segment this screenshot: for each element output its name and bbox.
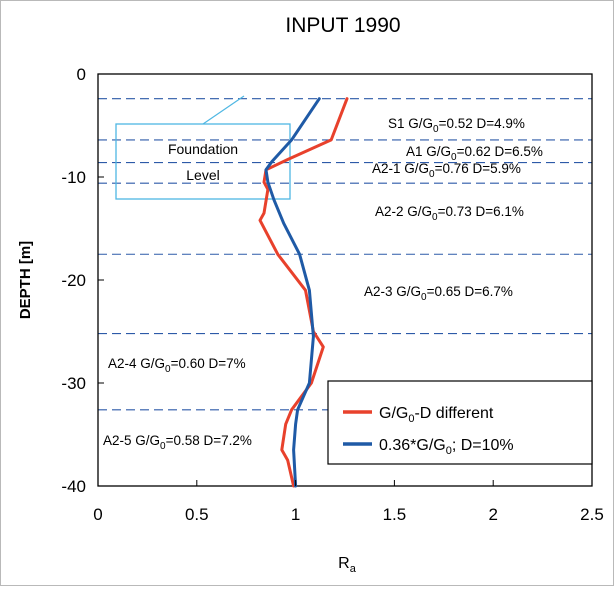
layer-label-rest: =0.65 D=6.7% bbox=[427, 284, 513, 299]
y-tick-label: -10 bbox=[61, 168, 86, 187]
legend-label: G/G0-D different bbox=[379, 405, 494, 425]
layer-label-rest: =0.76 D=5.9% bbox=[435, 161, 521, 176]
legend-label-rest: -D different bbox=[414, 405, 493, 422]
layer-label-rest: =0.58 D=7.2% bbox=[166, 433, 252, 448]
chart-title: INPUT 1990 bbox=[285, 14, 400, 37]
foundation-label-line2: Level bbox=[186, 167, 219, 183]
x-axis-label-main: R bbox=[338, 555, 350, 572]
x-axis-label-sub: a bbox=[350, 563, 357, 575]
legend-label-sub: 0 bbox=[408, 413, 414, 425]
layer-label: A2-5 G/G0=0.58 D=7.2% bbox=[103, 433, 252, 452]
legend-label-main: 0.36*G/G bbox=[379, 437, 446, 454]
layer-label-rest: =0.73 D=6.1% bbox=[438, 204, 524, 219]
x-tick-label: 2 bbox=[488, 505, 497, 524]
layer-label: A2-3 G/G0=0.65 D=6.7% bbox=[364, 284, 513, 303]
x-axis-label: Ra bbox=[338, 555, 357, 575]
layer-label: A2-4 G/G0=0.60 D=7% bbox=[108, 356, 246, 375]
y-tick-label: -30 bbox=[61, 374, 86, 393]
layer-label: A2-2 G/G0=0.73 D=6.1% bbox=[375, 204, 524, 223]
layer-label-main: A1 G/G bbox=[406, 144, 451, 159]
x-tick-label: 2.5 bbox=[580, 505, 604, 524]
y-axis-label-group: DEPTH [m] bbox=[17, 241, 34, 319]
series-line-0 bbox=[258, 97, 349, 488]
legend-box bbox=[327, 380, 593, 465]
layer-label-main: A2-4 G/G bbox=[108, 356, 165, 371]
layer-label-sub: 0 bbox=[429, 169, 435, 180]
y-axis-label: DEPTH [m] bbox=[17, 241, 34, 319]
x-tick-label: 0.5 bbox=[185, 505, 209, 524]
x-tick-label: 1 bbox=[291, 505, 300, 524]
series-lines bbox=[258, 97, 349, 488]
layer-label-main: S1 G/G bbox=[388, 116, 433, 131]
layer-label-main: A2-5 G/G bbox=[103, 433, 160, 448]
foundation-annotation: Foundation Level bbox=[115, 95, 291, 200]
foundation-label-line1: Foundation bbox=[168, 141, 238, 157]
layer-label-sub: 0 bbox=[432, 212, 438, 223]
foundation-leader-line bbox=[202, 95, 245, 125]
layer-label-rest: =0.60 D=7% bbox=[171, 356, 246, 371]
layer-label-sub: 0 bbox=[421, 292, 427, 303]
layer-label-main: A2-3 G/G bbox=[364, 284, 421, 299]
x-tick-label: 0 bbox=[93, 505, 102, 524]
x-tick-label: 1.5 bbox=[383, 505, 407, 524]
series-line-1 bbox=[264, 97, 321, 488]
axes: 0 0.5 1 1.5 2 2.5 0 -10 -20 -30 -40 bbox=[61, 65, 603, 524]
legend-label-rest: ; D=10% bbox=[452, 437, 514, 454]
layer-label-sub: 0 bbox=[451, 152, 457, 163]
layer-label-rest: =0.52 D=4.9% bbox=[439, 116, 525, 131]
y-tick-label: -20 bbox=[61, 271, 86, 290]
layer-label: A2-1 G/G0=0.76 D=5.9% bbox=[372, 161, 521, 180]
layer-label-sub: 0 bbox=[433, 124, 439, 135]
y-tick-label: 0 bbox=[77, 65, 86, 84]
layer-label-main: A2-2 G/G bbox=[375, 204, 432, 219]
layer-label-main: A2-1 G/G bbox=[372, 161, 429, 176]
y-tick-label: -40 bbox=[61, 477, 86, 496]
layer-labels: S1 G/G0=0.52 D=4.9%A1 G/G0=0.62 D=6.5%A2… bbox=[103, 116, 543, 452]
layer-label-sub: 0 bbox=[160, 441, 166, 452]
layer-label-sub: 0 bbox=[165, 364, 171, 375]
legend-label-sub: 0 bbox=[446, 445, 452, 457]
legend-label-main: G/G bbox=[379, 405, 408, 422]
layer-label: A1 G/G0=0.62 D=6.5% bbox=[406, 144, 543, 163]
legend-label: 0.36*G/G0; D=10% bbox=[379, 437, 514, 457]
layer-label-rest: =0.62 D=6.5% bbox=[457, 144, 543, 159]
layer-label: S1 G/G0=0.52 D=4.9% bbox=[388, 116, 525, 135]
